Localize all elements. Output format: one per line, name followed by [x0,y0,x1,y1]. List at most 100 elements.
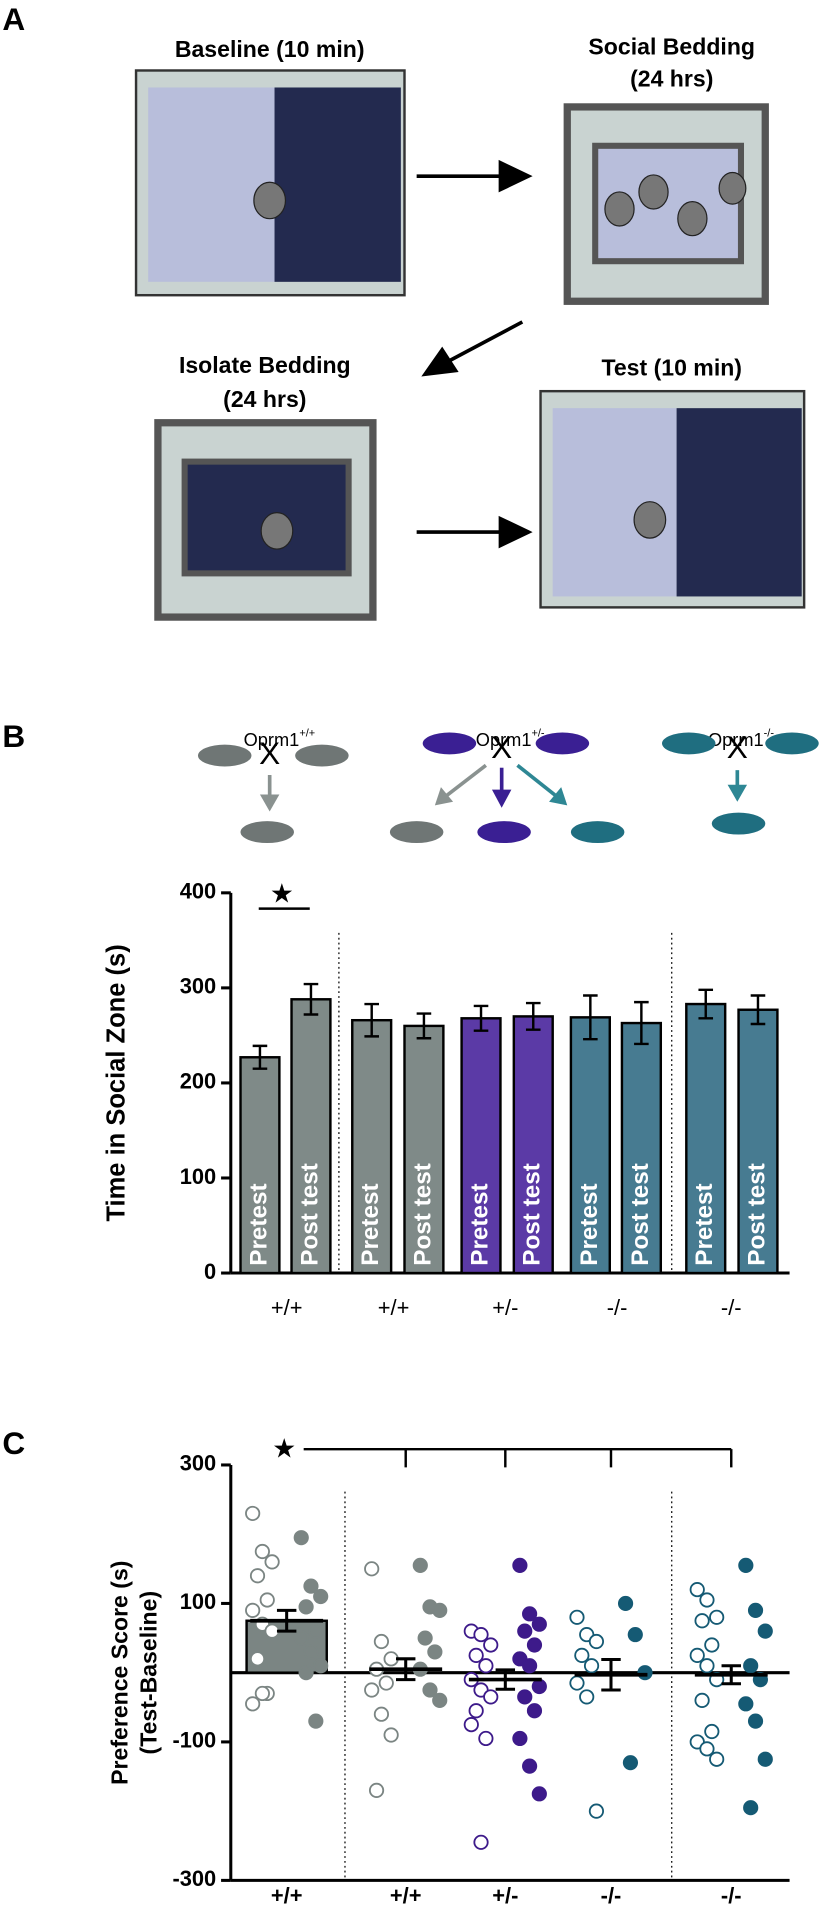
point-open [579,1689,595,1705]
point-filled [432,1602,448,1618]
stage-title: Social Bedding [588,34,755,60]
point-filled [293,1530,309,1546]
point-filled [526,1703,543,1719]
error-bar [303,982,319,1016]
x-tick-label: +/+ [271,1883,303,1908]
point-filled [738,1557,754,1573]
point-filled [617,1595,634,1612]
mouse [633,501,667,539]
x-tick-label: +/- [492,1883,518,1908]
point-open [264,1623,280,1639]
point-open [249,1651,266,1667]
panel-label: B [2,718,25,754]
mouse [260,512,294,550]
point-open [468,1647,484,1663]
point-open [699,1592,715,1608]
point-open [699,1741,715,1757]
y-tick-label: 300 [180,974,216,999]
error-bar [416,1012,432,1040]
point-filled [298,1599,314,1615]
genotype: Oprm1+/+ [244,728,315,750]
x-tick-label: +/+ [390,1883,422,1908]
point-filled [747,1713,764,1729]
y-tick-label: -100 [172,1728,216,1753]
point-open [249,1568,266,1584]
point-filled [738,1696,754,1712]
point-filled [743,1800,759,1816]
point-filled [422,1682,438,1698]
significance: ★ [270,878,294,908]
bar-label: Pretest [357,1183,384,1265]
point-open [264,1554,280,1570]
point-open [473,1627,489,1643]
y-tick-label: 0 [204,1259,216,1284]
x-group-label: +/+ [378,1295,410,1320]
error-bar [601,1658,621,1692]
error-bar [525,1001,541,1031]
bar-label: Post test [519,1163,546,1266]
point-filled [417,1630,433,1646]
bar-label: Post test [627,1163,654,1266]
point-filled [298,1665,314,1681]
point-open [704,1723,720,1740]
point-filled [427,1644,443,1660]
panel-b-diagram: B Oprm1+/+ Oprm1+/- Oprm1-/- X X X C [2,718,819,1461]
stage-title: (24 hrs) [630,65,713,91]
zone [148,87,275,282]
y-tick-label: 400 [180,879,216,904]
genotype: Oprm1+/- [476,728,545,750]
x-tick-label: -/- [601,1883,622,1908]
y-tick-label: 100 [180,1589,216,1614]
stage-title: Test (10 min) [601,354,742,380]
x-group-label: +/- [492,1295,518,1320]
error-bar [364,1002,379,1038]
point-filled [757,1623,773,1639]
x-group-label: +/+ [271,1295,303,1320]
arrows [416,159,533,549]
point-filled [531,1678,547,1695]
bar [569,1016,611,1275]
point-open [245,1696,261,1712]
point-open [254,1685,270,1702]
point-open [463,1717,479,1733]
point-open [569,1675,585,1691]
point-open [473,1834,489,1850]
y-tick-label: 300 [180,1451,216,1476]
point-filled [293,1630,309,1646]
stage-title: Isolate Bedding [179,352,351,378]
point-open [483,1637,499,1653]
significance-bracket [303,1447,733,1468]
bar-label: Pretest [576,1183,603,1265]
point-open [588,1803,605,1819]
panel-label: C [2,1425,25,1461]
bar-label: Pretest [466,1183,493,1265]
inherit-arrows [259,763,748,812]
y-tick-label: 100 [180,1164,216,1189]
mouse [253,181,287,220]
point-filled [627,1627,643,1643]
bar-label: Pretest [245,1183,272,1265]
mouse-icons [197,732,819,844]
point-filled [743,1658,759,1674]
stage-title: Baseline (10 min) [175,36,365,62]
point-open [709,1751,725,1767]
point-open [704,1637,720,1653]
bar-label: Post test [409,1163,436,1266]
stage-title: (24 hrs) [223,386,306,412]
point-filled [512,1557,528,1573]
y-tick-label: 200 [180,1069,216,1094]
point-filled [313,1658,329,1674]
point-open [478,1658,494,1674]
point-filled [517,1689,533,1705]
point-open [259,1592,275,1608]
point-open [383,1651,399,1667]
bar [239,1056,281,1275]
cross: X [727,729,748,765]
point-open [689,1647,705,1663]
point-filled [522,1606,538,1622]
error-bar [634,1000,649,1046]
error-bar [252,1044,268,1070]
x-group-label: -/- [721,1295,742,1320]
genotype: Oprm1-/- [708,728,774,750]
point-open [689,1581,705,1598]
